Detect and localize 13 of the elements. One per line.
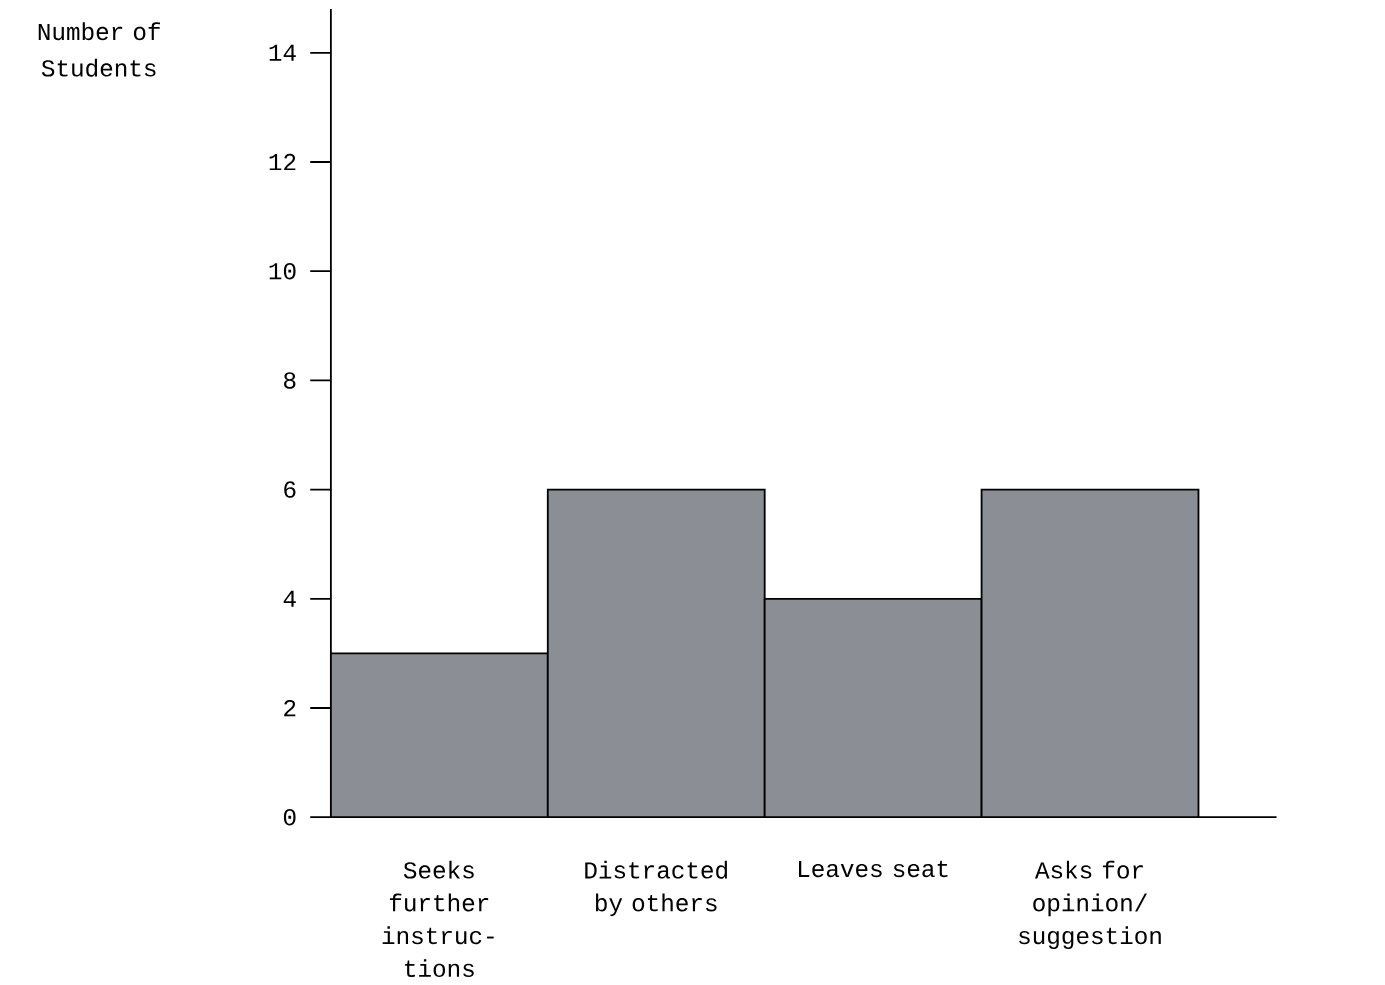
y-tick-label: 2 xyxy=(284,699,296,717)
y-tick-label: 12 xyxy=(269,153,296,171)
x-tick-label: Seeks further instruc-tions xyxy=(382,860,494,977)
y-tick-label: 10 xyxy=(269,262,296,280)
y-tick-label: 6 xyxy=(284,481,296,498)
y-tick-label: 4 xyxy=(283,590,296,607)
y-tick-label: 0 xyxy=(283,808,296,826)
x-tick-label: Asks for opinion/ suggestion xyxy=(1019,860,1161,949)
y-tick-label: 8 xyxy=(284,372,296,389)
x-tick-label: Leaves seat xyxy=(799,860,948,878)
y-axis-title: Number of Students xyxy=(38,22,160,77)
x-tick-label: Distracted by others xyxy=(585,860,727,917)
y-tick-label: 14 xyxy=(269,44,296,61)
